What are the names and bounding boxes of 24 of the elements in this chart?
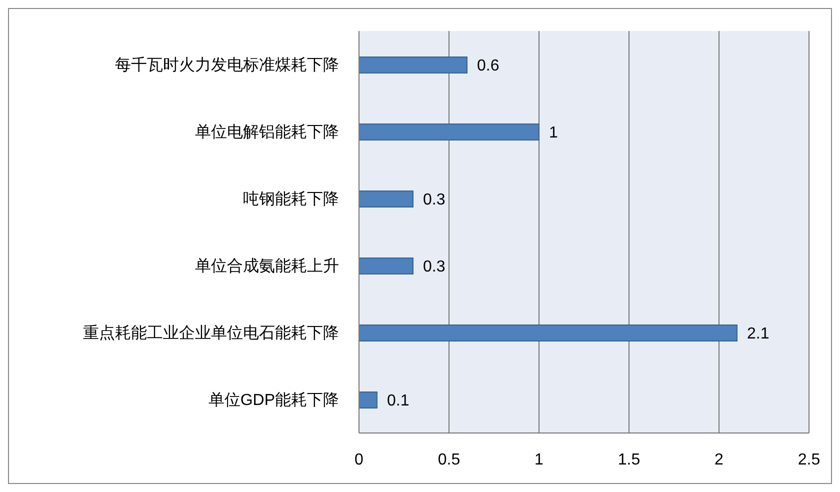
data-label: 1: [549, 124, 558, 142]
y-tick-label: 单位GDP能耗下降: [208, 391, 339, 410]
y-tick-label: 重点耗能工业企业单位电石能耗下降: [83, 324, 339, 342]
bar: [359, 190, 414, 208]
bar: [359, 258, 414, 274]
y-tick-label: 单位合成氨能耗上升: [195, 257, 339, 276]
bar: [359, 324, 738, 342]
data-label: 0.3: [423, 258, 446, 276]
x-tick-label: 1.5: [618, 451, 640, 468]
y-tick-label: 吨钢能耗下降: [243, 190, 339, 208]
bar: [359, 124, 540, 140]
x-tick-label: 0.5: [438, 451, 460, 468]
y-tick-label: 每千瓦时火力发电标准煤耗下降: [115, 56, 339, 74]
x-tick-label: 2.5: [798, 451, 820, 468]
data-label: 2.1: [747, 326, 770, 343]
x-tick-label: 1: [534, 451, 544, 468]
data-label: 0.6: [477, 58, 500, 75]
y-tick-label: 单位电解铝能耗下降: [195, 123, 339, 142]
bar: [359, 56, 468, 74]
data-label: 0.3: [423, 192, 446, 209]
x-tick-label: 2: [714, 451, 724, 468]
x-tick-label: 0: [354, 451, 364, 468]
bar: [359, 392, 378, 408]
data-label: 0.1: [387, 392, 410, 410]
